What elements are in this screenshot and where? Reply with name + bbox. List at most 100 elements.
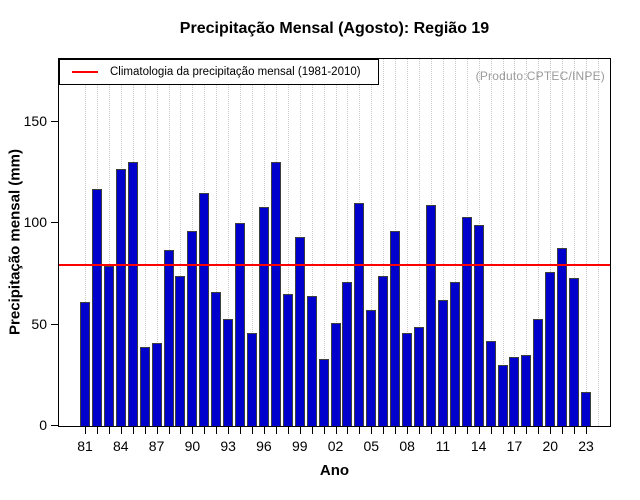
gridline [597,59,599,426]
bar-1984 [115,168,126,426]
x-tick [550,426,552,434]
gridline [574,59,576,426]
x-tick [574,426,576,434]
bar-1987 [151,342,162,426]
x-tick [359,426,361,434]
y-tick [51,120,59,122]
bar-1999 [294,237,305,426]
x-tick [526,426,528,434]
watermark-text: (Produto:CPTEC/INPE) [475,69,605,83]
bar-2000 [306,296,317,426]
gridline [371,59,373,426]
x-tick-label: 84 [112,438,129,454]
gridline [383,59,385,426]
x-tick [466,426,468,434]
bar-2004 [354,202,365,426]
x-tick [168,426,170,434]
x-tick [228,426,230,434]
bar-1988 [163,249,174,426]
bar-2023 [581,391,592,426]
x-tick [156,426,158,434]
x-tick [132,426,134,434]
x-tick [311,426,313,434]
gridline [562,59,564,426]
x-tick-label: 81 [77,438,93,454]
gridline [586,59,588,426]
bar-2018 [521,355,532,426]
bar-2005 [366,310,377,426]
x-tick [371,426,373,434]
y-tick-label: 50 [31,315,47,332]
x-tick [204,426,206,434]
bar-2015 [485,340,496,426]
bar-1983 [103,265,114,426]
x-tick-label: 08 [399,438,415,454]
x-tick [275,426,277,434]
x-tick [287,426,289,434]
gridline [407,59,409,426]
x-tick [120,426,122,434]
x-tick [335,426,337,434]
x-tick [395,426,397,434]
bar-2021 [557,247,568,426]
bar-1998 [282,294,293,426]
bar-1986 [139,346,150,426]
bar-2009 [414,326,425,426]
bar-2006 [378,275,389,426]
x-tick [562,426,564,434]
x-tick [478,426,480,434]
x-tick-label: 23 [578,438,594,454]
bar-1985 [127,162,138,426]
x-tick [490,426,492,434]
gridline [526,59,528,426]
y-tick [51,425,59,426]
gridline [550,59,552,426]
bar-2008 [402,332,413,426]
gridline [228,59,230,426]
bar-2001 [318,359,329,426]
gridline [335,59,337,426]
y-tick-label: 100 [23,214,47,231]
gridline [85,59,86,426]
gridline [252,59,254,426]
gridline [347,59,349,426]
x-tick [586,426,588,434]
x-tick [383,426,385,434]
x-tick-label: 20 [542,438,559,454]
bar-1996 [258,207,269,426]
x-tick [144,426,146,434]
bar-1989 [175,275,186,426]
x-tick-label: 96 [256,438,272,454]
plot-area: Climatologia da precipitação mensal (198… [24,58,611,454]
bar-1997 [270,162,281,426]
x-tick-label: 90 [184,438,201,454]
x-tick [419,426,421,434]
y-tick [51,222,59,224]
x-axis-label: Ano [319,462,350,479]
bar-2020 [545,271,556,426]
gridline [323,59,325,426]
climatology-line [59,263,610,266]
gridline [108,59,110,426]
bar-2022 [569,277,580,426]
y-tick [51,323,59,325]
x-tick [347,426,349,434]
bar-2012 [449,282,460,426]
x-tick [299,426,301,434]
gridline [442,59,444,426]
gridline [538,59,540,426]
bar-1992 [211,292,222,426]
legend-line-sample [72,71,98,73]
bar-1990 [187,231,198,426]
x-tick [407,426,409,434]
x-tick [538,426,540,434]
gridline [168,59,170,426]
x-tick-label: 93 [220,438,236,454]
x-tick [454,426,456,434]
gridline [514,59,516,426]
bar-1981 [80,302,90,426]
x-tick-label: 87 [148,438,165,454]
y-axis-label: Precipitação mensal (mm) [6,149,24,335]
legend-box: Climatologia da precipitação mensal (198… [59,59,379,85]
